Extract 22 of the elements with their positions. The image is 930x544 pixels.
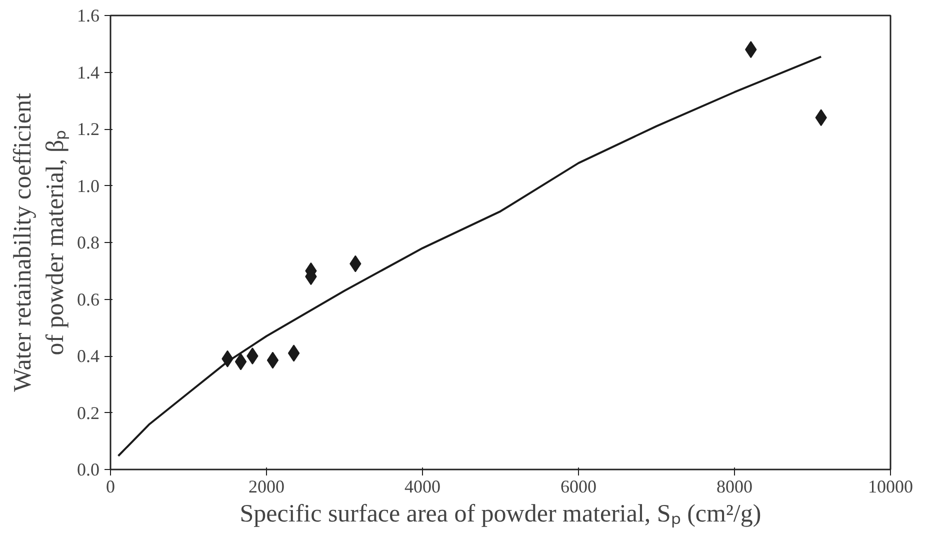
y-tick-label: 1.6 <box>77 6 100 26</box>
x-axis-title: Specific surface area of powder material, Sₚ (cm²/g) <box>240 500 762 528</box>
y-tick-label: 0.4 <box>77 346 100 366</box>
y-tick-label: 0.6 <box>77 289 100 310</box>
x-tick-label: 4000 <box>404 476 440 496</box>
point <box>234 353 247 370</box>
y-tick-label: 1.0 <box>77 176 100 196</box>
x-tick-label: 6000 <box>560 476 596 496</box>
y-tick-label: 0.2 <box>77 402 100 423</box>
y-axis-title: Water retainability coefficient of powder material, βₚ <box>10 93 69 392</box>
x-tick-label: 0 <box>106 476 115 496</box>
x-tick-label: 10000 <box>868 476 913 496</box>
y-tick-label: 1.4 <box>77 62 100 82</box>
point <box>288 344 300 362</box>
y-tick-label: 1.2 <box>77 119 100 139</box>
y-tick-label: 0.0 <box>77 460 100 480</box>
point <box>266 352 279 369</box>
point <box>246 348 258 364</box>
line-series <box>117 56 822 457</box>
x-tick-label: 2000 <box>248 476 284 496</box>
y-tick-label: 0.8 <box>77 232 100 252</box>
x-tick-label: 8000 <box>716 476 752 496</box>
